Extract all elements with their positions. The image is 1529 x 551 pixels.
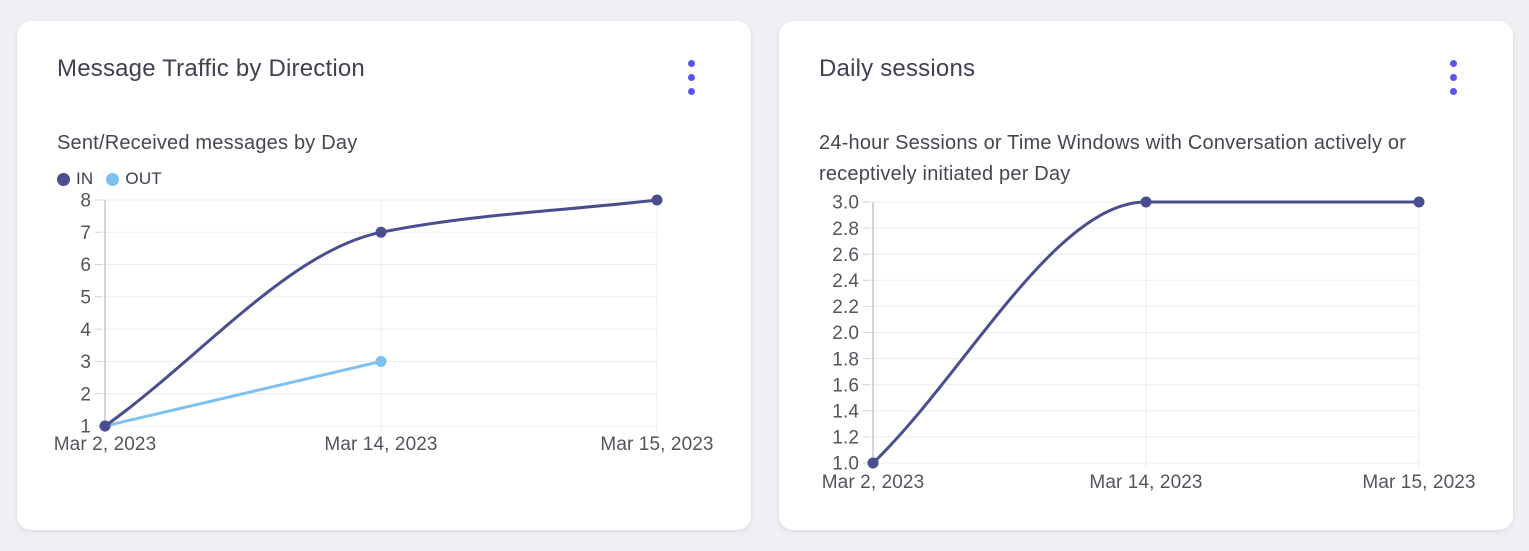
card-title: Daily sessions [819, 55, 976, 82]
x-axis-tick-label: Mar 15, 2023 [600, 434, 713, 455]
x-axis-tick-label: Mar 14, 2023 [1089, 472, 1202, 493]
chart-legend: IN OUT [57, 168, 717, 190]
y-axis-tick-label: 1.6 [832, 375, 859, 396]
data-point [867, 457, 879, 469]
x-axis-tick-label: Mar 15, 2023 [1362, 472, 1475, 493]
kebab-menu-icon[interactable] [1442, 54, 1465, 101]
legend-item-out[interactable]: OUT [106, 169, 162, 189]
y-axis-tick-label: 4 [80, 320, 91, 341]
y-axis-tick-label: 2.8 [832, 219, 859, 240]
card-subtitle: Sent/Received messages by Day [57, 132, 358, 154]
card-subtitle: 24-hour Sessions or Time Windows with Co… [819, 132, 1407, 185]
kebab-menu-icon[interactable] [680, 54, 703, 101]
y-axis-tick-label: 7 [80, 223, 91, 244]
y-axis-tick-label: 1.8 [832, 349, 859, 370]
y-axis-tick-label: 1.0 [832, 454, 859, 475]
y-axis-tick-label: 2.4 [832, 271, 859, 292]
card-daily-sessions: Daily sessions 24-hour Sessions or Time … [779, 21, 1513, 530]
y-axis-tick-label: 2.0 [832, 323, 859, 344]
y-axis-tick-label: 1 [80, 417, 91, 438]
legend-item-in[interactable]: IN [57, 169, 93, 189]
legend-dot-icon [106, 172, 120, 186]
series-line-out [103, 359, 383, 428]
y-axis-tick-label: 1.4 [832, 401, 859, 422]
data-point [375, 355, 387, 367]
x-axis-tick-label: Mar 2, 2023 [822, 472, 925, 493]
series-line-daily-sessions [871, 200, 1421, 465]
card-title: Message Traffic by Direction [57, 55, 365, 82]
x-axis-tick-label: Mar 14, 2023 [324, 434, 437, 455]
data-point [1140, 196, 1152, 208]
y-axis-tick-label: 3.0 [832, 193, 859, 214]
y-axis-tick-label: 5 [80, 288, 91, 309]
y-axis-tick-label: 6 [80, 255, 91, 276]
legend-label: OUT [125, 169, 162, 188]
data-point [651, 194, 663, 206]
card-message-traffic: Message Traffic by Direction Sent/Receiv… [17, 21, 751, 530]
y-axis-tick-label: 2 [80, 384, 91, 405]
legend-label: IN [76, 169, 94, 188]
y-axis-tick-label: 2.6 [832, 245, 859, 266]
message-traffic-chart: 1 2 3 4 5 6 7 8 Mar 2, 2023 Mar 14, 2023 Mar 15, 2… [54, 191, 717, 464]
data-point [99, 420, 111, 432]
daily-sessions-chart: 1.0 1.2 1.4 1.6 1.8 2.0 2.2 2.4 2.6 2.8 3.0 Mar 2, … [819, 192, 1479, 497]
x-axis-tick-label: Mar 2, 2023 [54, 434, 157, 455]
y-axis-tick-label: 1.2 [832, 428, 859, 449]
card-header: Daily sessions [819, 54, 1479, 101]
y-axis-tick-label: 2.2 [832, 297, 859, 318]
data-point [375, 226, 387, 238]
card-header: Message Traffic by Direction [57, 54, 717, 101]
y-axis-tick-label: 8 [80, 191, 91, 212]
legend-dot-icon [57, 172, 70, 186]
y-axis-tick-label: 3 [80, 352, 91, 373]
data-point [1413, 196, 1425, 208]
